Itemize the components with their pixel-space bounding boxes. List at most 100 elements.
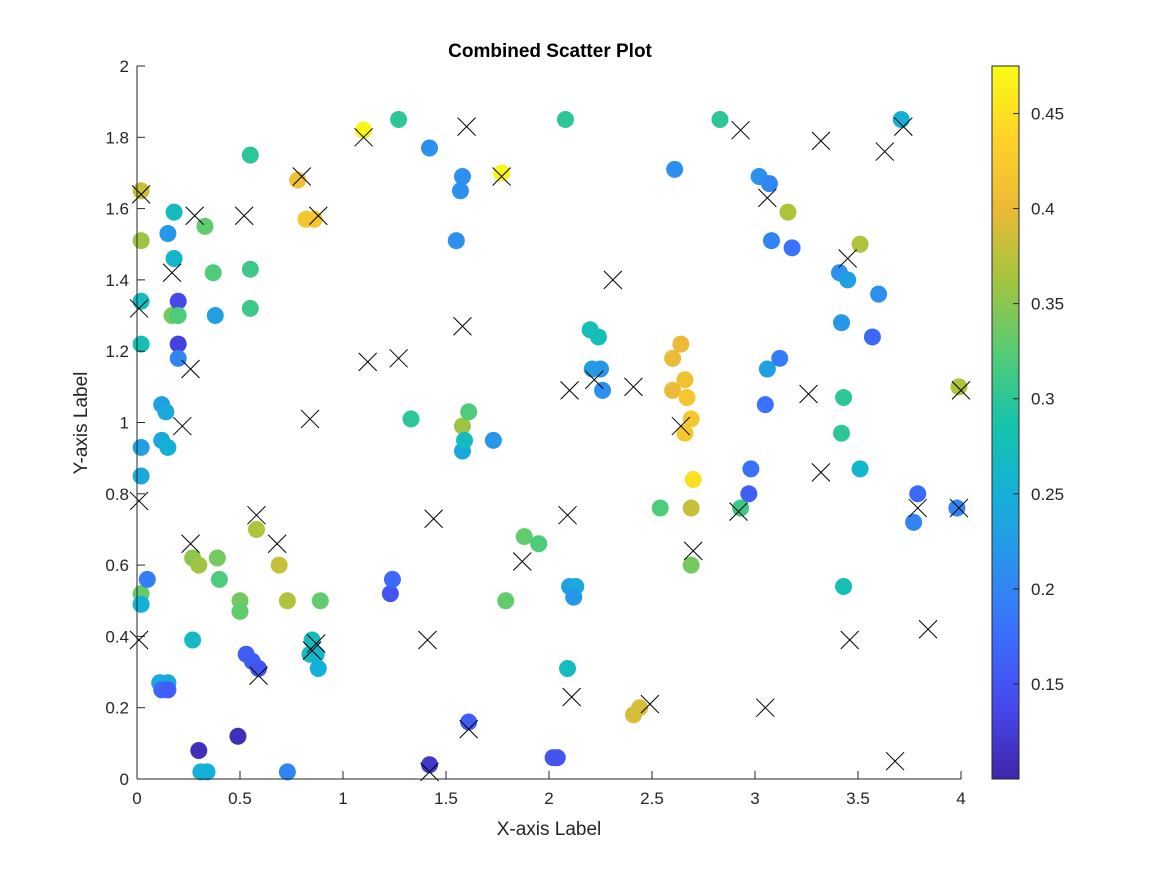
x-marker-point <box>172 416 192 436</box>
scatter-point <box>762 232 780 250</box>
scatter-point <box>672 335 690 353</box>
x-marker-point <box>603 270 623 290</box>
colorbar-ticks: 0.15 0.2 0.25 0.3 0.35 0.4 0.45 <box>1013 105 1064 694</box>
colorbar-tick-label: 0.25 <box>1031 485 1064 504</box>
scatter-point <box>453 168 471 186</box>
plot-area <box>129 66 971 782</box>
scatter-point <box>760 175 778 193</box>
x-marker-point <box>799 384 818 404</box>
scatter-point <box>493 164 511 182</box>
y-tick-label: 2 <box>120 57 129 76</box>
scatter-point <box>740 485 758 503</box>
scatter-point <box>870 285 888 303</box>
x-marker-point <box>181 359 200 379</box>
scatter-point <box>835 577 853 595</box>
scatter-point <box>682 499 700 517</box>
scatter-point <box>839 271 857 289</box>
scatter-point <box>771 349 789 367</box>
colorbar-tick-label: 0.15 <box>1031 675 1064 694</box>
scatter-point <box>132 467 150 485</box>
x-marker-point <box>893 117 913 136</box>
scatter-point <box>651 499 669 517</box>
scatter-point <box>892 110 910 128</box>
x-marker-point <box>308 206 328 226</box>
scatter-point <box>565 588 583 606</box>
x-tick-label: 1.5 <box>434 789 458 808</box>
scatter-point <box>905 513 923 531</box>
scatter-point <box>421 139 439 157</box>
x-marker-point <box>811 463 831 482</box>
scatter-point <box>138 570 156 588</box>
x-tick-label: 0 <box>132 789 141 808</box>
scatter-point <box>169 349 187 367</box>
scatter-point <box>453 417 471 435</box>
x-axis-label: X-axis Label <box>497 819 602 840</box>
scatter-point <box>159 225 177 243</box>
scatter-point <box>311 592 329 610</box>
scatter-point <box>559 659 577 677</box>
chart-title: Combined Scatter Plot <box>448 41 652 62</box>
scatter-point <box>229 727 247 745</box>
circle-markers <box>132 110 968 781</box>
scatter-point <box>950 378 968 396</box>
x-marker-point <box>624 377 643 397</box>
scatter-point <box>159 681 177 699</box>
x-marker-point <box>358 352 378 372</box>
scatter-point <box>250 659 268 677</box>
scatter-point <box>592 360 609 378</box>
scatter-point <box>530 535 548 553</box>
x-marker-point <box>683 541 703 561</box>
scatter-point <box>851 460 869 478</box>
scatter-point <box>132 595 150 613</box>
x-tick-label: 3 <box>750 789 759 808</box>
x-marker-point <box>949 498 969 518</box>
x-marker-point <box>459 719 479 739</box>
scatter-point <box>833 424 851 442</box>
y-tick-label: 0.6 <box>105 556 129 575</box>
x-tick-label: 4 <box>956 789 965 808</box>
x-marker-point <box>584 370 604 390</box>
scatter-point <box>204 264 222 282</box>
x-marker-point <box>129 299 149 318</box>
x-marker-point <box>755 698 775 718</box>
scatter-point <box>851 235 869 253</box>
y-tick-label: 1.6 <box>105 200 129 219</box>
scatter-point <box>190 556 208 574</box>
scatter-point <box>484 431 502 449</box>
scatter-point <box>278 763 296 781</box>
x-marker-point <box>840 630 860 650</box>
scatter-point <box>383 570 401 588</box>
y-axis-label: Y-axis Label <box>71 372 92 475</box>
scatter-point <box>447 232 465 250</box>
scatter-point <box>711 110 729 128</box>
scatter-point <box>548 749 566 767</box>
scatter-point <box>421 756 439 774</box>
scatter-point <box>270 556 288 574</box>
y-tick-label: 1.8 <box>105 128 129 147</box>
scatter-point <box>165 250 183 268</box>
colorbar: 0.15 0.2 0.25 0.3 0.35 0.4 0.45 <box>991 65 1064 780</box>
x-tick-label: 3.5 <box>846 789 870 808</box>
scatter-point <box>169 335 187 353</box>
x-marker-point <box>731 120 750 140</box>
x-marker-point <box>306 634 326 653</box>
x-marker-point <box>249 666 268 685</box>
x-marker-point <box>129 630 149 650</box>
scatter-point <box>783 239 801 257</box>
scatter-point <box>515 528 533 546</box>
x-marker-point <box>292 167 312 186</box>
x-marker-point <box>875 142 895 161</box>
scatter-point <box>631 699 649 717</box>
scatter-point <box>208 549 226 567</box>
scatter-point <box>159 438 177 456</box>
x-marker-point <box>758 188 777 208</box>
scatter-point <box>909 485 927 503</box>
x-marker-point <box>811 131 831 151</box>
colorbar-tick-label: 0.35 <box>1031 295 1064 314</box>
x-marker-point <box>420 762 439 782</box>
scatter-point <box>678 389 696 407</box>
x-marker-point <box>267 534 287 554</box>
scatter-point <box>664 381 682 399</box>
x-marker-point <box>424 509 443 529</box>
scatter-point <box>684 471 702 489</box>
